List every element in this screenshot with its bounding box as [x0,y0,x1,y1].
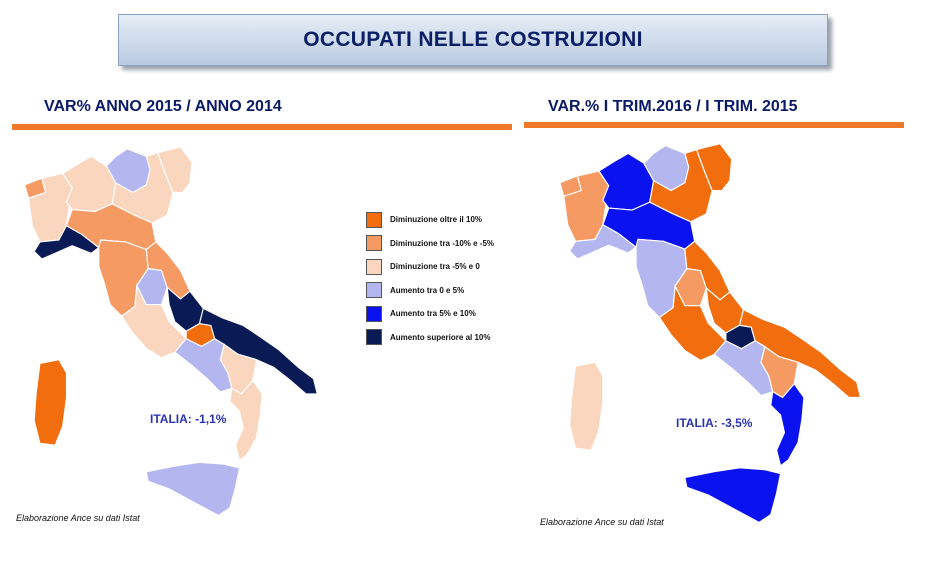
right-source-note: Elaborazione Ance su dati Istat [540,517,664,527]
map-italy-q1-2016 [559,143,862,524]
region-sicilia [684,467,782,524]
region-sardegna [33,359,68,446]
legend-item: Aumento tra 0 e 5% [366,279,494,303]
legend-item: Diminuzione oltre il 10% [366,208,494,232]
left-orange-rule [12,124,512,130]
legend-label: Aumento superiore al 10% [390,332,491,342]
right-orange-rule [524,122,904,128]
left-source-note: Elaborazione Ance su dati Istat [16,513,140,523]
legend-swatch [366,258,382,275]
legend-swatch [366,282,382,299]
region-sardegna [569,361,604,451]
region-calabria [229,380,263,461]
legend-swatch [366,235,382,252]
left-map-subtitle: VAR% ANNO 2015 / ANNO 2014 [44,98,282,115]
legend-label: Diminuzione tra -5% e 0 [390,262,480,272]
right-national-value: ITALIA: -3,5% [676,416,753,430]
legend-swatch [366,211,382,228]
map-italy-2015 [24,146,318,517]
legend-swatch [366,305,382,322]
right-map-subtitle: VAR.% I TRIM.2016 / I TRIM. 2015 [548,98,798,115]
region-calabria [770,383,805,467]
region-sicilia [145,461,240,517]
left-national-value: ITALIA: -1,1% [150,412,227,426]
legend-item: Aumento superiore al 10% [366,326,494,350]
legend-item: Diminuzione tra -5% e 0 [366,255,494,279]
page-title: OCCUPATI NELLE COSTRUZIONI [118,14,828,66]
legend-label: Diminuzione tra -10% e -5% [390,238,495,248]
legend-item: Aumento tra 5% e 10% [366,302,494,326]
legend-swatch [366,329,382,346]
legend-label: Diminuzione oltre il 10% [390,215,483,225]
map-legend: Diminuzione oltre il 10% Diminuzione tra… [366,208,494,349]
legend-item: Diminuzione tra -10% e -5% [366,232,494,256]
legend-label: Aumento tra 0 e 5% [390,285,465,295]
legend-label: Aumento tra 5% e 10% [390,309,476,319]
